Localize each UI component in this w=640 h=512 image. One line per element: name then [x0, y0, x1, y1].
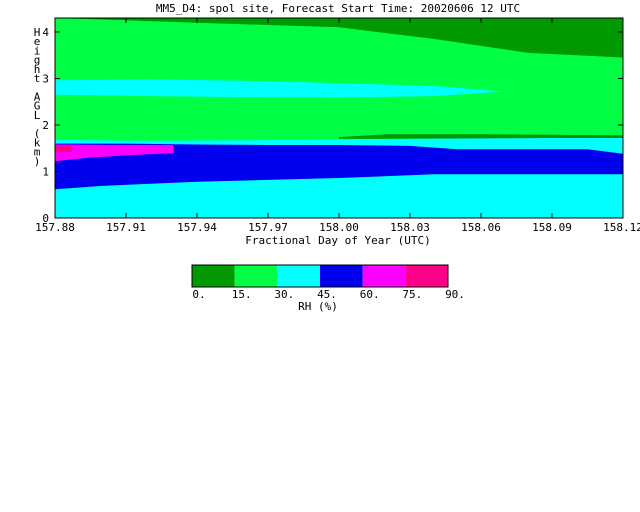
y-axis-label-char: h — [34, 63, 41, 76]
colorbar-tick-label: 90. — [445, 288, 465, 301]
x-tick-label: 157.91 — [106, 221, 146, 234]
rh-region-0-15 — [339, 134, 623, 139]
x-tick-label: 158.09 — [532, 221, 572, 234]
y-axis: 0 1 2 3 4 — [42, 26, 623, 225]
y-axis-label-char: H — [34, 26, 41, 39]
y-axis-label-char: g — [34, 54, 41, 67]
y-axis-label-char: L — [34, 109, 41, 122]
x-tick-label: 158.06 — [461, 221, 501, 234]
y-tick-label: 2 — [42, 119, 49, 132]
x-tick-label: 158.12 — [603, 221, 640, 234]
y-tick-label: 0 — [42, 212, 49, 225]
y-tick-label: 3 — [42, 72, 49, 85]
colorbar-frame — [191, 264, 449, 288]
colorbar: 0. 15. 30. 45. 60. 75. 90. — [191, 264, 465, 301]
colorbar-tick-label: 60. — [360, 288, 380, 301]
colorbar-tick-label: 75. — [402, 288, 422, 301]
contour-regions — [55, 18, 623, 218]
colorbar-label: RH (%) — [298, 300, 338, 313]
colorbar-bin — [277, 265, 320, 287]
colorbar-bin — [234, 265, 278, 287]
y-axis-label-char: A — [34, 90, 41, 103]
x-tick-label: 157.97 — [248, 221, 288, 234]
colorbar-bin — [192, 265, 235, 287]
y-tick-label: 4 — [42, 26, 49, 39]
rh-region-30-45 — [55, 79, 505, 98]
x-tick-label: 157.94 — [177, 221, 217, 234]
colorbar-bin — [362, 265, 406, 287]
rh-region-15-30 — [55, 18, 623, 141]
colorbar-tick-label: 30. — [274, 288, 294, 301]
y-axis-label-char: i — [34, 44, 41, 57]
colorbar-tick-label: 15. — [232, 288, 252, 301]
rh-region-75-90 — [55, 145, 72, 152]
x-tick-label: 157.88 — [35, 221, 75, 234]
colorbar-bin — [405, 265, 448, 287]
x-axis-label: Fractional Day of Year (UTC) — [245, 234, 430, 247]
chart-title: MM5_D4: spol site, Forecast Start Time: … — [156, 2, 520, 15]
y-axis-label-char: ( — [34, 127, 41, 140]
colorbar-bin — [320, 265, 363, 287]
y-axis-label-char: e — [34, 35, 41, 48]
y-axis-label-char: m — [34, 146, 41, 159]
y-axis-label-char: t — [34, 72, 41, 85]
y-tick-label: 1 — [42, 165, 49, 178]
x-axis: 157.88 157.91 157.94 157.97 158.00 158.03 158.… — [35, 18, 640, 234]
rh-region-45-60 — [55, 143, 623, 190]
x-tick-label: 158.00 — [319, 221, 359, 234]
y-axis-label-char: G — [34, 100, 41, 113]
x-tick-label: 158.03 — [390, 221, 430, 234]
colorbar-tick-label: 45. — [317, 288, 337, 301]
y-axis-label-char: k — [34, 136, 41, 149]
y-axis-label-char: ) — [34, 155, 41, 168]
rh-region-60-75 — [55, 144, 174, 162]
colorbar-tick-label: 0. — [192, 288, 205, 301]
rh-region-0-15 — [55, 18, 623, 58]
